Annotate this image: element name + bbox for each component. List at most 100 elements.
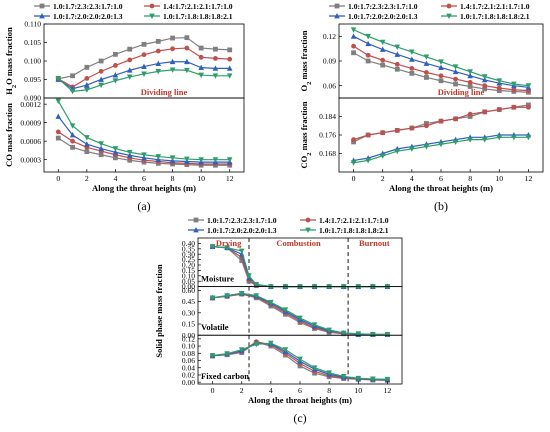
data-point — [253, 293, 260, 299]
legend-entry: 1.0:1.7:2.3:2.3:1.7:1.0 — [329, 2, 418, 11]
y-tick-label: 0.05 — [182, 277, 195, 286]
data-point — [69, 132, 76, 138]
data-point — [84, 64, 90, 70]
data-point — [423, 54, 430, 60]
data-point — [212, 73, 219, 79]
y-tick-label: 0.15 — [182, 266, 195, 275]
x-axis-title: Along the throat heights (m) — [92, 183, 196, 193]
data-point — [351, 43, 356, 49]
data-point — [84, 141, 90, 147]
data-point — [224, 245, 230, 251]
x-tick-label: 10 — [197, 174, 205, 183]
legend-entry: 1.0:1.7:2.3:2.3:1.7:1.0 — [188, 216, 277, 225]
data-point — [379, 46, 386, 52]
y-tick-label: 0.04 — [182, 363, 195, 372]
data-point — [326, 327, 332, 334]
panel-caption: (b) — [434, 199, 448, 213]
data-point — [126, 67, 133, 73]
legend-entry: 1.4:1.7:2.1:2.1:1.7:1.0 — [144, 2, 233, 11]
data-point — [184, 45, 190, 51]
data-point — [127, 157, 133, 163]
subplot-label: Volatile — [201, 322, 229, 332]
data-point — [350, 160, 357, 166]
zone-label: Drying — [216, 238, 242, 248]
data-point — [282, 307, 289, 313]
x-tick-label: 8 — [327, 386, 331, 395]
data-point — [350, 33, 357, 39]
data-point — [409, 56, 415, 62]
x-tick-label: 12 — [525, 174, 533, 183]
data-point — [496, 85, 502, 91]
data-point — [98, 145, 104, 151]
data-point — [365, 52, 371, 58]
x-axis-title: Along the throat heights (m) — [248, 395, 352, 405]
data-point — [452, 68, 459, 75]
data-point — [70, 144, 75, 150]
data-point — [365, 132, 371, 138]
data-point — [409, 125, 415, 131]
legend-label: 1.0:1.7:2.3:2.3:1.7:1.0 — [53, 2, 123, 11]
data-point — [467, 111, 473, 117]
data-point — [424, 70, 429, 75]
data-point — [112, 146, 119, 152]
data-point — [198, 72, 204, 79]
data-point — [452, 139, 459, 145]
x-tick-label: 12 — [226, 174, 234, 183]
legend-entry: 1.0:1.7:2.0:2.0:2.0:1.3 — [34, 12, 123, 21]
data-point — [384, 376, 391, 383]
data-point — [113, 155, 118, 161]
data-point — [467, 72, 473, 79]
data-point — [141, 63, 147, 69]
data-point — [379, 39, 386, 46]
data-point — [253, 282, 260, 288]
data-point — [253, 341, 260, 348]
data-point — [170, 35, 175, 41]
legend-entry: 1.0:1.7:2.3:2.3:1.7:1.0 — [34, 2, 123, 11]
data-point — [226, 73, 233, 79]
series-line — [212, 293, 388, 336]
data-point — [311, 322, 318, 328]
data-point — [55, 129, 61, 135]
data-point — [126, 149, 133, 156]
data-point — [184, 67, 190, 74]
y-tick-label: 0.12 — [182, 334, 195, 343]
data-point — [380, 57, 386, 63]
y-tick-label: 0.35 — [182, 244, 195, 253]
data-point — [212, 157, 219, 163]
data-point — [326, 370, 332, 376]
data-point — [155, 48, 161, 54]
subplot-c-1: 0.00 0.15 0.30 0.45 0.60 Volatile — [182, 286, 403, 340]
data-point — [213, 56, 218, 61]
data-point — [268, 299, 274, 306]
y-tick-label: 0.105 — [24, 38, 41, 47]
y-tick-label: 0.168 — [319, 149, 336, 158]
data-point — [311, 365, 318, 371]
y-tick-label: 0.06 — [323, 81, 336, 90]
data-point — [394, 44, 401, 51]
data-point — [213, 46, 218, 52]
data-point — [98, 152, 104, 158]
data-point — [98, 58, 104, 64]
dividing-line-label: Dividing line — [141, 87, 188, 97]
x-tick-label: 4 — [410, 174, 414, 183]
x-tick-label: 10 — [354, 386, 362, 395]
data-point — [239, 258, 245, 264]
subplot-label: Fixed carbon — [201, 371, 249, 381]
data-point — [198, 54, 204, 60]
zone-label: Combustion — [276, 238, 321, 248]
data-point — [467, 69, 473, 75]
data-point — [438, 118, 444, 124]
zone-label: Burnout — [359, 238, 390, 248]
data-point — [380, 62, 386, 68]
y-tick-label: 0.06 — [182, 356, 195, 365]
data-point — [169, 67, 176, 73]
y-tick-label: 0.110 — [24, 20, 41, 29]
data-point — [409, 70, 415, 76]
data-point — [438, 141, 444, 148]
data-point — [155, 68, 162, 75]
data-point — [84, 87, 90, 93]
data-point — [525, 134, 532, 141]
data-point — [227, 56, 233, 62]
x-tick-label: 4 — [113, 174, 117, 183]
data-point — [169, 155, 176, 161]
